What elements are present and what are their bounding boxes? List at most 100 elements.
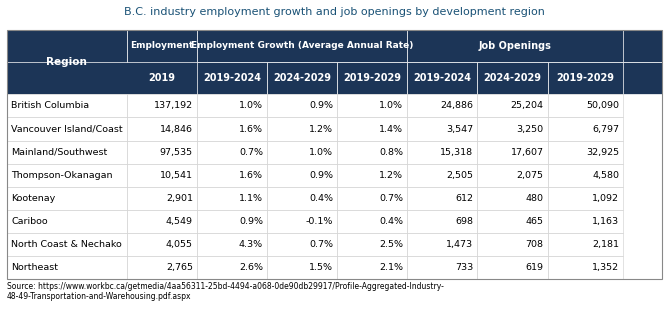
Text: 4,580: 4,580: [592, 170, 619, 179]
Text: 0.8%: 0.8%: [379, 148, 403, 157]
Text: 2019-2029: 2019-2029: [557, 73, 614, 83]
Bar: [547, 117, 623, 140]
Text: B.C. industry employment growth and job openings by development region: B.C. industry employment growth and job …: [124, 7, 545, 17]
Bar: [478, 95, 547, 117]
Bar: [126, 256, 197, 279]
Bar: [407, 95, 478, 117]
Bar: [267, 256, 337, 279]
Text: 4,549: 4,549: [166, 217, 193, 226]
Bar: [7, 95, 126, 117]
Bar: [407, 30, 623, 62]
Text: Cariboo: Cariboo: [11, 217, 48, 226]
Text: 1.5%: 1.5%: [309, 263, 333, 272]
Bar: [337, 233, 407, 256]
Text: 137,192: 137,192: [154, 101, 193, 110]
Bar: [267, 62, 337, 95]
Bar: [547, 95, 623, 117]
Text: 708: 708: [526, 240, 544, 249]
Text: 4.3%: 4.3%: [239, 240, 263, 249]
Bar: [126, 187, 197, 210]
Bar: [197, 164, 267, 187]
Text: 2,765: 2,765: [166, 263, 193, 272]
Text: 2,181: 2,181: [592, 240, 619, 249]
Text: 1,352: 1,352: [592, 263, 619, 272]
Bar: [7, 117, 126, 140]
Bar: [7, 233, 126, 256]
Text: 1.0%: 1.0%: [239, 101, 263, 110]
Bar: [547, 164, 623, 187]
Bar: [337, 164, 407, 187]
Text: Mainland/Southwest: Mainland/Southwest: [11, 148, 108, 157]
Text: 2019-2029: 2019-2029: [343, 73, 401, 83]
Text: 2,505: 2,505: [446, 170, 474, 179]
Text: 4,055: 4,055: [166, 240, 193, 249]
Text: -0.1%: -0.1%: [306, 217, 333, 226]
Text: 1.1%: 1.1%: [239, 194, 263, 203]
Text: Vancouver Island/Coast: Vancouver Island/Coast: [11, 125, 123, 134]
Text: Employment Growth (Average Annual Rate): Employment Growth (Average Annual Rate): [191, 42, 413, 51]
Bar: [7, 62, 662, 95]
Bar: [267, 140, 337, 164]
Bar: [478, 256, 547, 279]
Text: 2019: 2019: [149, 73, 175, 83]
Text: 465: 465: [526, 217, 544, 226]
Bar: [407, 164, 478, 187]
Bar: [126, 140, 197, 164]
Text: 2,075: 2,075: [516, 170, 544, 179]
Text: 15,318: 15,318: [440, 148, 474, 157]
Bar: [197, 187, 267, 210]
Text: 612: 612: [456, 194, 474, 203]
Text: 2.5%: 2.5%: [379, 240, 403, 249]
Bar: [197, 95, 267, 117]
Text: 10,541: 10,541: [160, 170, 193, 179]
Text: 14,846: 14,846: [160, 125, 193, 134]
Bar: [7, 256, 126, 279]
Bar: [7, 30, 126, 95]
Bar: [197, 117, 267, 140]
Bar: [337, 210, 407, 233]
Bar: [7, 164, 126, 187]
Text: 619: 619: [526, 263, 544, 272]
Bar: [478, 210, 547, 233]
Bar: [197, 140, 267, 164]
Text: 0.9%: 0.9%: [239, 217, 263, 226]
Text: 1,163: 1,163: [592, 217, 619, 226]
Bar: [337, 117, 407, 140]
Text: 25,204: 25,204: [510, 101, 544, 110]
Bar: [407, 140, 478, 164]
Bar: [547, 233, 623, 256]
Text: 0.7%: 0.7%: [309, 240, 333, 249]
Bar: [478, 140, 547, 164]
Bar: [126, 210, 197, 233]
Bar: [267, 210, 337, 233]
Text: North Coast & Nechako: North Coast & Nechako: [11, 240, 122, 249]
Bar: [126, 233, 197, 256]
Bar: [7, 187, 126, 210]
Text: 1,473: 1,473: [446, 240, 474, 249]
Bar: [197, 256, 267, 279]
Text: 2019-2024: 2019-2024: [203, 73, 261, 83]
Text: 50,090: 50,090: [586, 101, 619, 110]
Text: 32,925: 32,925: [586, 148, 619, 157]
Text: 2024-2029: 2024-2029: [484, 73, 541, 83]
Text: 733: 733: [455, 263, 474, 272]
Text: 1.0%: 1.0%: [309, 148, 333, 157]
Text: 1.0%: 1.0%: [379, 101, 403, 110]
Text: Northeast: Northeast: [11, 263, 58, 272]
Bar: [197, 210, 267, 233]
Text: Employment: Employment: [130, 42, 193, 51]
Text: 2.1%: 2.1%: [379, 263, 403, 272]
Bar: [126, 117, 197, 140]
Text: 1.2%: 1.2%: [379, 170, 403, 179]
Bar: [478, 117, 547, 140]
Text: 2019-2024: 2019-2024: [413, 73, 472, 83]
Bar: [7, 210, 126, 233]
Bar: [197, 62, 267, 95]
Text: 17,607: 17,607: [510, 148, 544, 157]
Bar: [547, 256, 623, 279]
Text: 0.7%: 0.7%: [379, 194, 403, 203]
Bar: [478, 164, 547, 187]
Bar: [547, 187, 623, 210]
Bar: [197, 233, 267, 256]
Text: 698: 698: [456, 217, 474, 226]
